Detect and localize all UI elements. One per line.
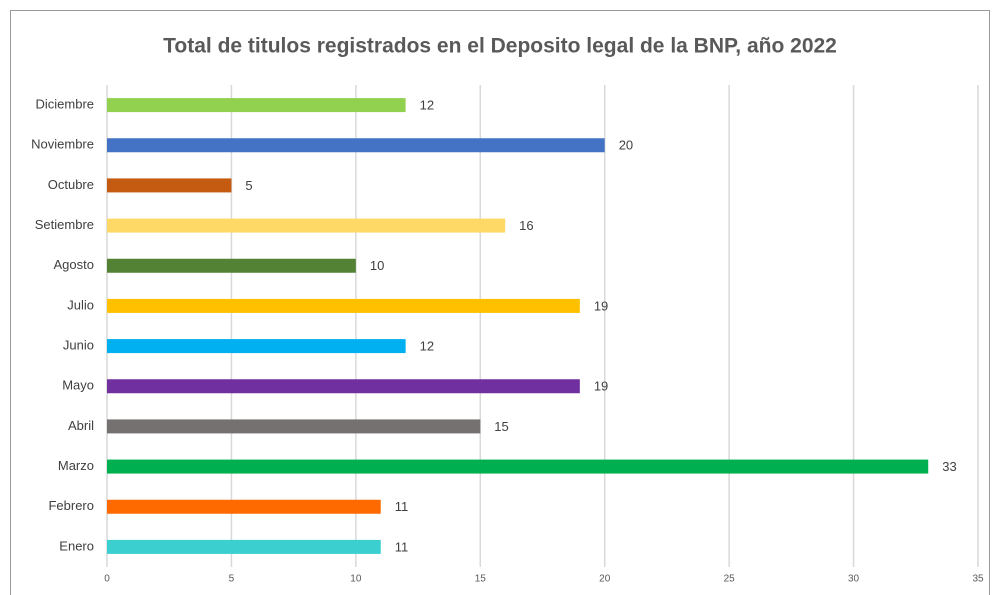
value-label: 11: [395, 539, 409, 554]
bar: [107, 459, 929, 474]
y-tick-label: Abril: [68, 418, 94, 433]
bar: [107, 98, 406, 113]
y-tick-label: Diciembre: [35, 97, 94, 112]
y-tick-label: Enero: [59, 538, 94, 553]
y-tick-label: Setiembre: [35, 217, 94, 232]
bar: [107, 178, 232, 193]
bar: [107, 298, 580, 313]
x-tick-label: 10: [350, 574, 362, 585]
value-label: 20: [619, 138, 633, 153]
y-tick-label: Marzo: [58, 458, 94, 473]
x-tick-label: 35: [972, 574, 984, 585]
y-tick-label: Noviembre: [31, 137, 94, 152]
y-tick-label: Mayo: [62, 378, 94, 393]
bar: [107, 339, 406, 354]
y-tick-label: Febrero: [48, 498, 94, 513]
value-label: 10: [370, 258, 384, 273]
y-tick-label: Julio: [67, 297, 94, 312]
x-tick-label: 5: [229, 574, 235, 585]
chart-title: Total de titulos registrados en el Depos…: [163, 35, 837, 58]
value-label: 19: [594, 379, 608, 394]
x-tick-label: 25: [724, 574, 736, 585]
x-tick-label: 0: [104, 574, 110, 585]
y-tick-label: Octubre: [48, 177, 94, 192]
y-tick-label: Junio: [63, 338, 94, 353]
value-label: 11: [395, 499, 409, 514]
bar: [107, 138, 605, 153]
x-tick-label: 20: [599, 574, 611, 585]
value-label: 15: [494, 419, 508, 434]
bar: [107, 419, 481, 434]
bar: [107, 218, 506, 233]
value-label: 12: [420, 339, 434, 354]
bar: [107, 539, 381, 554]
bar: [107, 379, 580, 394]
value-label: 33: [942, 459, 956, 474]
value-label: 12: [420, 98, 434, 113]
value-label: 16: [519, 218, 533, 233]
value-label: 5: [245, 178, 252, 193]
bar: [107, 499, 381, 514]
bar: [107, 258, 356, 273]
x-tick-label: 30: [848, 574, 860, 585]
x-tick-label: 15: [475, 574, 487, 585]
y-tick-label: Agosto: [54, 257, 94, 272]
value-label: 19: [594, 298, 608, 313]
